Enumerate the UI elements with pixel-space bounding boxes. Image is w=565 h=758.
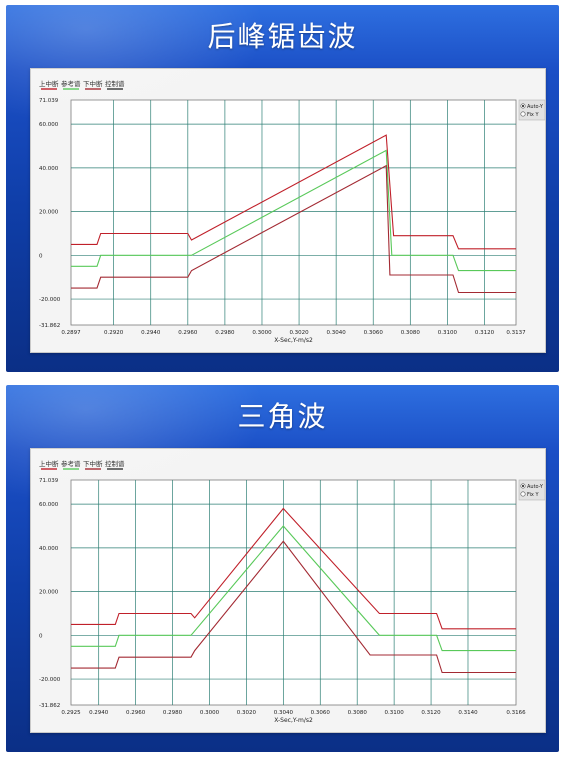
y-tick-label: -20.000	[39, 677, 61, 683]
radio-button[interactable]	[520, 111, 526, 117]
radio-dot	[522, 105, 524, 107]
legend-label: 参考谱	[61, 79, 81, 88]
x-tick-label: 0.3137	[506, 330, 526, 336]
plot-area	[70, 479, 517, 706]
x-tick-label: 0.2897	[61, 330, 81, 336]
radio-label: Auto-Y	[527, 104, 544, 110]
radio-label: Fix Y	[527, 112, 539, 118]
legend-label: 上中断	[39, 79, 59, 88]
y-tick-label: -31.862	[39, 323, 60, 329]
x-tick-label: 0.3166	[506, 710, 526, 716]
x-tick-label: 0.3080	[348, 710, 368, 716]
slide-sawtooth: 后峰锯齿波 上中断 参考谱 下中断 控制谱 0.2897 0.2920 0.2940 0.29…	[6, 5, 559, 372]
x-tick-label: 0.3020	[289, 330, 309, 336]
legend-label: 下中断	[83, 459, 103, 468]
x-tick-label: 0.2980	[163, 710, 183, 716]
x-tick-label: 0.3120	[421, 710, 441, 716]
y-tick-label: 71.039	[39, 98, 59, 104]
x-axis-label: X-Sec,Y-m/s2	[274, 337, 313, 344]
slide-title: 后峰锯齿波	[207, 20, 358, 53]
x-tick-label: 0.2940	[141, 330, 161, 336]
chart-panel: 上中断 参考谱 下中断 控制谱 0.2925 0.2940 0.2960 0.2980 0.30…	[30, 448, 546, 733]
series-line-1	[71, 525, 516, 652]
series-line-2	[71, 540, 516, 674]
x-tick-label: 0.3100	[385, 710, 405, 716]
x-tick-label: 0.3060	[364, 330, 384, 336]
y-tick-label: 0	[39, 253, 43, 259]
y-tick-label: 40.000	[39, 546, 59, 552]
x-tick-label: 0.2960	[126, 710, 146, 716]
x-tick-label: 0.3140	[458, 710, 478, 716]
legend-label: 控制谱	[105, 79, 125, 88]
x-tick-label: 0.3000	[252, 330, 272, 336]
chart-triangle: 上中断 参考谱 下中断 控制谱 0.2925 0.2940 0.2960 0.2980 0.30…	[39, 459, 546, 724]
x-tick-label: 0.3020	[237, 710, 257, 716]
x-tick-label: 0.3100	[438, 330, 458, 336]
plot-area	[70, 99, 517, 326]
legend-label: 下中断	[83, 79, 103, 88]
legend-label: 控制谱	[105, 459, 125, 468]
x-tick-label: 0.3040	[327, 330, 347, 336]
x-tick-label: 0.3080	[401, 330, 421, 336]
legend-label: 上中断	[39, 459, 59, 468]
x-tick-label: 0.3060	[311, 710, 331, 716]
y-tick-label: -20.000	[39, 297, 61, 303]
slide-triangle: 三角波 上中断 参考谱 下中断 控制谱 0.2925 0.2940 0.2960 0.2980…	[6, 385, 559, 752]
series-line-2	[71, 164, 516, 294]
slide-title: 三角波	[237, 400, 328, 433]
y-tick-label: 60.000	[39, 502, 59, 508]
y-tick-label: 20.000	[39, 210, 59, 216]
y-tick-label: 40.000	[39, 166, 59, 172]
series-line-1	[71, 149, 516, 272]
y-tick-label: 71.039	[39, 478, 59, 484]
legend-label: 参考谱	[61, 459, 81, 468]
series-line-0	[71, 134, 516, 250]
y-tick-label: 60.000	[39, 122, 59, 128]
radio-dot	[522, 485, 524, 487]
x-tick-label: 0.2960	[178, 330, 198, 336]
x-tick-label: 0.2925	[61, 710, 81, 716]
x-tick-label: 0.3040	[274, 710, 294, 716]
x-tick-label: 0.3000	[200, 710, 220, 716]
x-axis-label: X-Sec,Y-m/s2	[274, 717, 313, 724]
x-tick-label: 0.2920	[104, 330, 124, 336]
chart-panel: 上中断 参考谱 下中断 控制谱 0.2897 0.2920 0.2940 0.2960 0.29…	[30, 68, 546, 353]
radio-label: Fix Y	[527, 492, 539, 498]
y-tick-label: 0	[39, 633, 43, 639]
y-tick-label: 20.000	[39, 590, 59, 596]
series-line-0	[71, 507, 516, 630]
x-tick-label: 0.3120	[475, 330, 495, 336]
x-tick-label: 0.2980	[215, 330, 235, 336]
radio-button[interactable]	[520, 491, 526, 497]
radio-label: Auto-Y	[527, 484, 544, 490]
chart-sawtooth: 上中断 参考谱 下中断 控制谱 0.2897 0.2920 0.2940 0.2960 0.29…	[39, 79, 546, 344]
y-tick-label: -31.862	[39, 703, 60, 709]
x-tick-label: 0.2940	[89, 710, 109, 716]
